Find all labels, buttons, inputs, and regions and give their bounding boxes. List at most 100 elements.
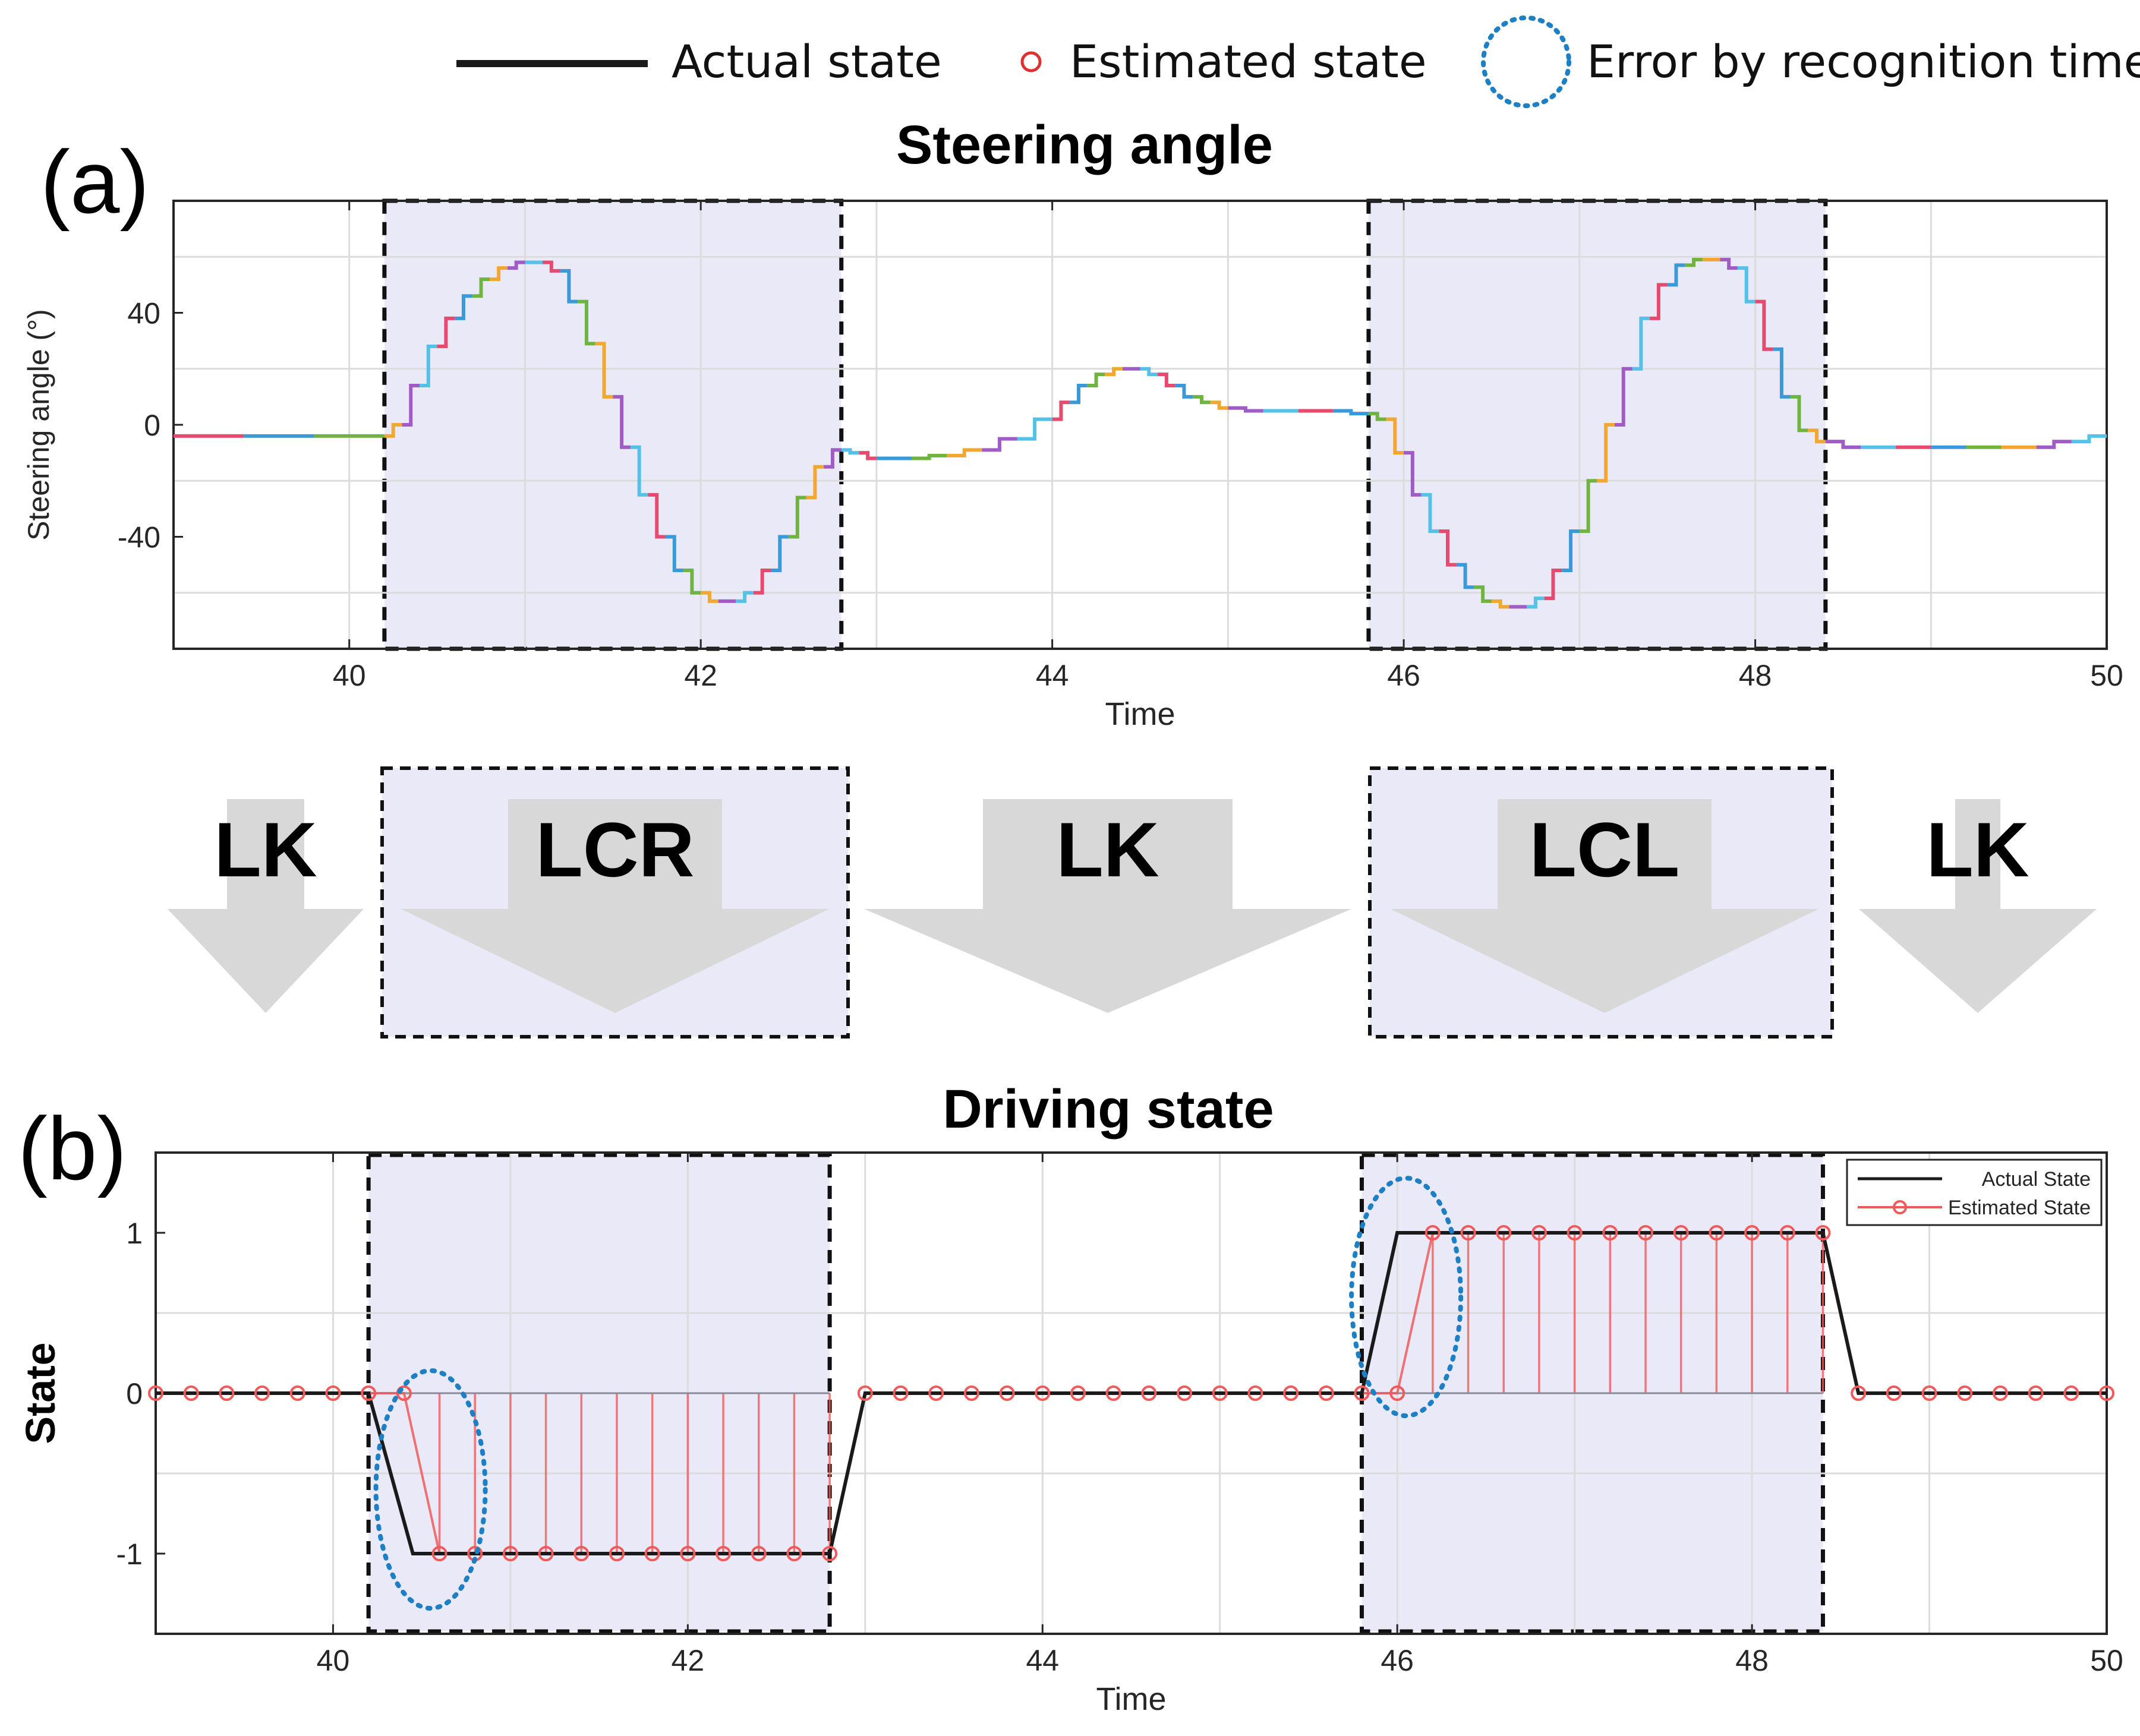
- steering-segment: [841, 448, 859, 455]
- estimated-marker: [999, 1385, 1015, 1401]
- steering-segment: [1790, 394, 1808, 433]
- x-tick-label: 42: [684, 659, 717, 692]
- steering-segment: [1175, 384, 1193, 399]
- steering-segment: [437, 316, 455, 349]
- legend-actual-label: Actual state: [672, 35, 942, 88]
- steering-segment: [1650, 283, 1668, 320]
- steering-segment: [1667, 263, 1685, 287]
- steering-segment: [543, 260, 560, 273]
- legend-error-ring: [1481, 15, 1571, 108]
- steering-segment: [648, 493, 666, 539]
- steering-segment: [982, 437, 1017, 452]
- estimated-marker: [1531, 1225, 1547, 1241]
- steering-segment: [912, 453, 947, 460]
- estimated-marker: [680, 1546, 696, 1561]
- y-tick-label: -40: [118, 521, 160, 554]
- steering-segment: [1597, 423, 1615, 483]
- maneuver-label: LK: [214, 806, 317, 893]
- estimated-marker: [822, 1546, 838, 1561]
- x-tick-label: 44: [1036, 659, 1069, 692]
- maneuver-arrow: [1859, 799, 2097, 1013]
- estimated-marker: [1212, 1385, 1228, 1401]
- estimated-marker: [1318, 1385, 1334, 1401]
- steering-segment: [859, 451, 877, 460]
- estimated-marker: [1886, 1385, 1902, 1401]
- legend-estimated-label: Estimated state: [1070, 35, 1427, 88]
- estimated-marker: [1177, 1385, 1193, 1401]
- steering-segment: [753, 569, 771, 595]
- steering-segment: [578, 299, 595, 346]
- inner-legend-estimated-label: Estimated State: [1948, 1197, 2091, 1219]
- estimated-marker: [1602, 1225, 1618, 1241]
- driving-state-chart: 40 42 44 46 48 50 -1 0 1 Time State Actual State Est…: [17, 1151, 2123, 1717]
- maneuver-label: LK: [1926, 806, 2029, 893]
- steering-segment: [1105, 367, 1123, 377]
- steering-segment: [947, 448, 982, 457]
- inner-legend-actual-label: Actual State: [1982, 1168, 2091, 1191]
- steering-segment: [1439, 529, 1457, 567]
- maneuver-arrow: [864, 799, 1351, 1013]
- steering-segment: [1017, 417, 1052, 441]
- estimated-marker: [538, 1546, 554, 1561]
- steering-segment: [1544, 569, 1562, 601]
- steering-segment: [683, 569, 701, 595]
- x-tick-label: 44: [1026, 1644, 1059, 1677]
- estimated-marker: [1247, 1385, 1263, 1401]
- estimated-marker: [1567, 1225, 1583, 1241]
- estimated-marker: [716, 1546, 732, 1561]
- steering-segment: [630, 445, 648, 497]
- top-legend: Actual state Estimated state Error by re…: [456, 15, 2140, 108]
- x-axis-label: Time: [1105, 696, 1175, 732]
- steering-segment: [1755, 299, 1773, 351]
- estimated-marker: [609, 1546, 625, 1561]
- steering-segment: [2036, 440, 2072, 449]
- steering-segment: [1228, 406, 1263, 413]
- maneuver-arrow: [401, 799, 829, 1013]
- steering-segment: [2071, 434, 2107, 444]
- steering-segment: [1386, 417, 1404, 455]
- maneuver-label: LK: [1056, 806, 1159, 893]
- steering-segment: [613, 394, 631, 449]
- estimated-marker: [396, 1385, 412, 1401]
- y-tick-label: 40: [127, 297, 160, 330]
- steering-segment: [1579, 479, 1597, 534]
- estimated-marker: [183, 1385, 199, 1401]
- estimated-marker: [963, 1385, 979, 1401]
- maneuver-label: LCL: [1530, 806, 1680, 893]
- steering-segment: [1808, 428, 1826, 444]
- estimated-marker: [219, 1385, 235, 1401]
- steering-segment: [1491, 599, 1509, 609]
- steering-segment: [1773, 347, 1791, 399]
- panel-b-title: Driving state: [943, 1079, 1274, 1140]
- maneuver-label: LCR: [535, 806, 694, 893]
- highlight-region: [382, 198, 844, 651]
- estimated-marker: [361, 1385, 377, 1401]
- steering-segment: [1404, 451, 1422, 497]
- y-tick-label: 0: [144, 409, 160, 442]
- steering-segment: [1562, 529, 1580, 573]
- estimated-marker: [857, 1385, 873, 1401]
- steering-segment: [507, 260, 525, 270]
- estimated-marker: [644, 1546, 660, 1561]
- estimated-marker: [1141, 1385, 1157, 1401]
- estimated-marker: [1992, 1385, 2008, 1401]
- steering-segment: [1333, 409, 1369, 416]
- x-tick-label: 46: [1381, 1644, 1414, 1677]
- panel-a-label: (a): [40, 132, 149, 232]
- estimated-marker: [1638, 1225, 1654, 1241]
- steering-segment: [1193, 394, 1211, 405]
- steering-segment: [1140, 367, 1158, 377]
- estimated-marker: [573, 1546, 590, 1561]
- inner-legend-box: [1846, 1159, 2103, 1226]
- maneuver-row: LK LCR LK LCL LK: [168, 766, 2097, 1039]
- steering-segment: [736, 591, 754, 603]
- steering-segment: [384, 423, 402, 438]
- steering-segment: [806, 465, 824, 500]
- steering-segment: [1158, 373, 1175, 388]
- x-tick-label: 48: [1739, 659, 1772, 692]
- estimated-marker: [1070, 1385, 1086, 1401]
- estimated-marker: [289, 1385, 305, 1401]
- steering-segment: [402, 384, 420, 427]
- error-ellipse: [1349, 1176, 1464, 1418]
- steering-segment: [771, 535, 789, 573]
